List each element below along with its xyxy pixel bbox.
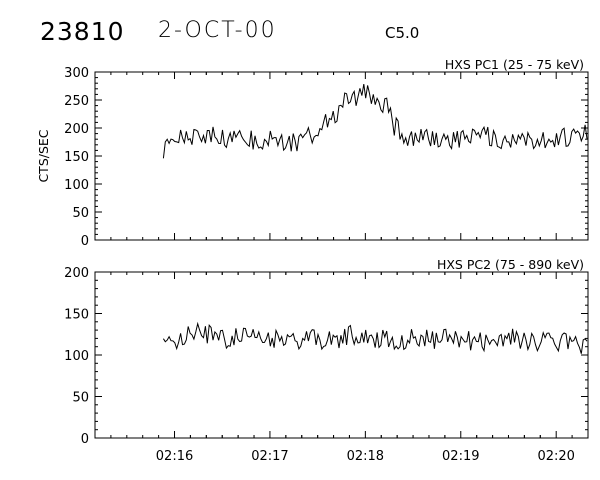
y-tick-label: 100 [64, 178, 89, 193]
event-id: 23810 [40, 17, 125, 46]
y-tick-label: 50 [72, 391, 89, 406]
x-tick-label: 02:20 [537, 449, 574, 464]
y-tick-label: 300 [64, 66, 89, 81]
x-tick-label: 02:18 [347, 449, 384, 464]
y-tick-label: 200 [64, 266, 89, 281]
flare-class: C5.0 [385, 24, 420, 42]
y-tick-label: 150 [64, 150, 89, 165]
x-tick-label: 02:19 [442, 449, 479, 464]
y-tick-label: 50 [72, 206, 89, 221]
x-tick-label: 02:16 [156, 449, 193, 464]
plot-frame-1 [94, 71, 589, 241]
y-tick-label: 100 [64, 349, 89, 364]
event-date: 2-OCT-00 [158, 18, 277, 43]
y-tick-label: 250 [64, 94, 89, 109]
panel-title-1: HXS PC1 (25 - 75 keV) [445, 57, 584, 72]
x-tick-label: 02:17 [251, 449, 288, 464]
y-tick-label: 0 [81, 432, 89, 447]
y-tick-label: 200 [64, 122, 89, 137]
series-line-2 [162, 321, 588, 354]
y-tick-label: 150 [64, 308, 89, 323]
series-line-1 [162, 84, 588, 159]
plot-frame-2 [94, 271, 589, 439]
panel-title-2: HXS PC2 (75 - 890 keV) [437, 257, 584, 272]
y-axis-label: CTS/SEC [36, 129, 51, 182]
y-tick-label: 0 [81, 234, 89, 249]
